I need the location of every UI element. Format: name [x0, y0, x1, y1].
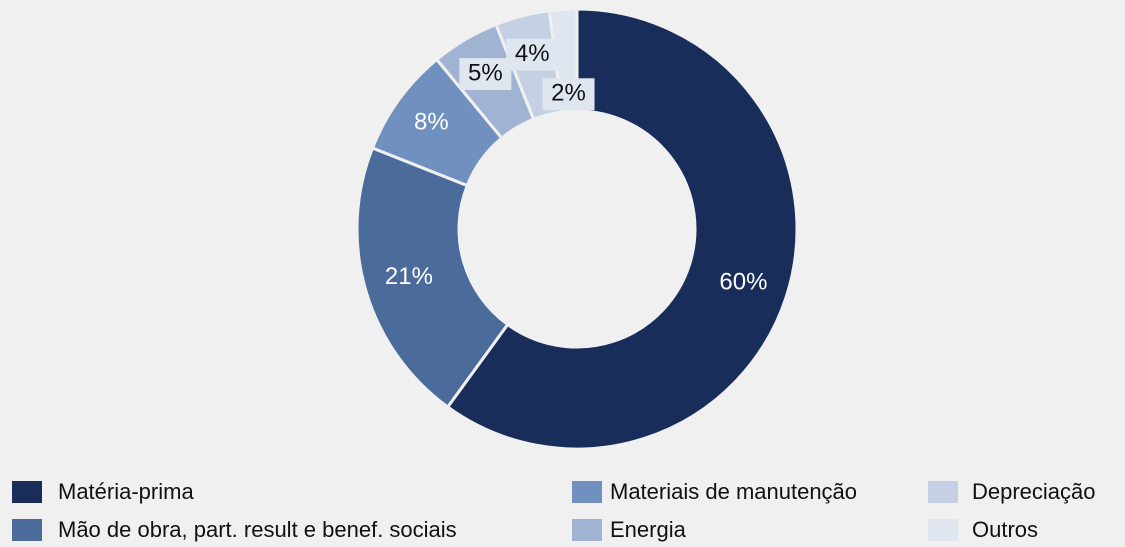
donut-slice [355, 146, 510, 410]
label-box [506, 38, 559, 71]
legend-label: Mão de obra, part. result e benef. socia… [58, 517, 457, 542]
data-label: 21% [385, 263, 433, 290]
data-label: 60% [719, 268, 767, 295]
legend-swatch [12, 481, 42, 503]
data-label: 5% [468, 59, 503, 86]
legend-swatch [572, 519, 602, 541]
legend-label: Matéria-prima [58, 479, 194, 504]
data-label: 4% [515, 40, 550, 67]
data-label: 8% [414, 109, 449, 136]
label-box [459, 58, 512, 91]
legend-swatch [572, 481, 602, 503]
legend-swatch [928, 519, 958, 541]
data-label: 2% [551, 80, 586, 107]
label-box [542, 78, 595, 111]
legend-label: Outros [972, 517, 1038, 542]
legend-label: Energia [610, 517, 687, 542]
legend-swatch [928, 481, 958, 503]
legend-label: Depreciação [972, 479, 1096, 504]
legend-swatch [12, 519, 42, 541]
donut-slice [445, 7, 799, 451]
legend-label: Materiais de manutenção [610, 479, 857, 504]
